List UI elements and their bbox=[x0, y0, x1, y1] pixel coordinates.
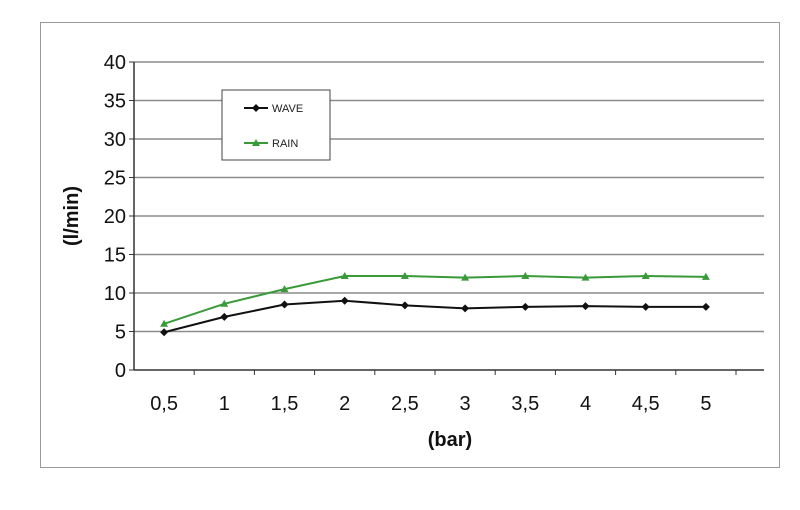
data-point-triangle bbox=[220, 299, 229, 307]
data-point-diamond bbox=[461, 304, 470, 313]
y-tick-label: 30 bbox=[104, 129, 126, 151]
x-tick-label: 1,5 bbox=[271, 393, 299, 415]
y-tick-label: 35 bbox=[104, 91, 126, 113]
y-tick-label: 10 bbox=[104, 283, 126, 305]
data-point-diamond bbox=[641, 302, 650, 311]
data-point-triangle bbox=[701, 272, 710, 280]
data-point-diamond bbox=[252, 104, 260, 112]
y-tick-label: 25 bbox=[104, 168, 126, 190]
chart-frame bbox=[40, 22, 780, 468]
y-tick-label: 20 bbox=[104, 206, 126, 228]
x-tick-label: 5 bbox=[700, 393, 711, 415]
data-point-diamond bbox=[521, 302, 530, 311]
legend-label: WAVE bbox=[272, 103, 303, 115]
y-tick-label: 15 bbox=[104, 245, 126, 267]
legend-label: RAIN bbox=[272, 138, 298, 150]
series-line-wave bbox=[163, 299, 706, 334]
x-tick-label: 2,5 bbox=[391, 393, 419, 415]
y-tick-label: 5 bbox=[115, 322, 126, 344]
series-line-rain bbox=[163, 275, 706, 325]
x-tick-label: 4,5 bbox=[632, 393, 660, 415]
data-point-triangle bbox=[581, 273, 590, 281]
x-tick-label: 3,5 bbox=[511, 393, 539, 415]
data-point-triangle bbox=[461, 273, 470, 281]
data-point-diamond bbox=[581, 302, 590, 311]
y-tick-label: 40 bbox=[104, 52, 126, 74]
data-point-triangle bbox=[400, 272, 409, 280]
y-tick-label: 0 bbox=[115, 360, 126, 382]
legend bbox=[221, 89, 331, 161]
x-tick-label: 3 bbox=[460, 393, 471, 415]
x-tick-label: 2 bbox=[339, 393, 350, 415]
x-tick-label: 0,5 bbox=[150, 393, 178, 415]
data-point-triangle bbox=[160, 319, 169, 327]
data-point-diamond bbox=[220, 312, 229, 321]
data-point-diamond bbox=[280, 300, 289, 309]
data-point-diamond bbox=[160, 328, 169, 337]
data-point-triangle bbox=[521, 272, 530, 280]
x-tick-label: 4 bbox=[580, 393, 591, 415]
x-tick-label: 1 bbox=[219, 393, 230, 415]
y-axis-label: (l/min) bbox=[61, 186, 83, 246]
data-point-diamond bbox=[701, 302, 710, 311]
x-axis-label: (bar) bbox=[428, 429, 472, 451]
data-point-triangle bbox=[280, 285, 289, 293]
data-point-triangle bbox=[641, 272, 650, 280]
data-point-triangle bbox=[252, 139, 260, 146]
data-point-triangle bbox=[340, 272, 349, 280]
data-point-diamond bbox=[340, 296, 349, 305]
data-point-diamond bbox=[400, 301, 409, 310]
